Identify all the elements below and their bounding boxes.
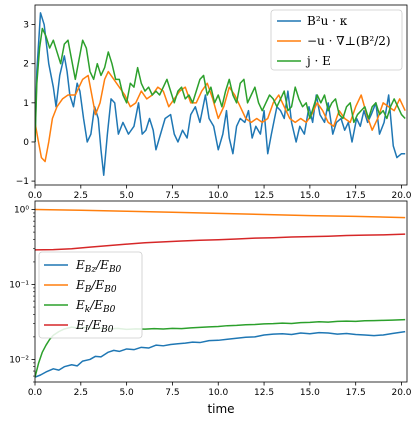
top-ticks: 0.0 2.5 5.0 7.5 10.0 12.5 15.0 17.5 20.0 −1 0 1 2 3 [16,21,412,201]
bottom-x-tick-label: 5.0 [119,388,134,398]
bottom-x-tick-label: 7.5 [165,388,179,398]
bottom-x-tick-label: 15.0 [300,388,320,398]
top-x-tick-label: 2.5 [74,191,88,201]
bottom-legend: EBz/EB0 EB/EB0 Ek/EB0 EI/EB0 [38,251,143,339]
legend-label-j-dot-e: j · E [305,54,331,68]
legend-label-b2u-kappa: B²u · κ [307,14,348,28]
bottom-x-tick-label: 20.0 [391,388,411,398]
top-y-tick-label: 2 [23,60,29,70]
bottom-x-tick-label: 10.0 [208,388,228,398]
top-y-tick-label: −1 [16,177,29,187]
top-series-group [35,12,406,176]
top-x-tick-label: 10.0 [208,191,228,201]
top-series-line-1 [35,70,406,163]
bottom-y-tick-label: 10⁰ [14,206,29,216]
top-series-line-0 [35,12,406,176]
top-y-tick-label: 3 [23,21,29,31]
bottom-x-tick-label: 12.5 [254,388,274,398]
top-legend: B²u · κ −u · ∇⊥(B²/2) j · E [270,9,403,71]
top-y-tick-label: 1 [23,99,29,109]
bottom-legend-box [38,251,143,339]
bottom-ticks: 0.0 2.5 5.0 7.5 10.0 12.5 15.0 17.5 20.0 10⁻² 10⁻¹… [9,206,412,398]
bottom-series-line-3 [35,233,406,251]
top-x-tick-label: 17.5 [346,191,366,201]
legend-label-u-grad-b2: −u · ∇⊥(B²/2) [307,34,391,48]
bottom-y-tick-label: 10⁻¹ [9,280,29,290]
top-x-tick-label: 5.0 [119,191,134,201]
top-axes-frame [34,4,408,186]
x-axis-label: time [207,402,234,416]
bottom-x-tick-label: 17.5 [346,388,366,398]
bottom-x-tick-label: 0.0 [28,388,43,398]
top-series-line-2 [35,27,406,142]
top-x-tick-label: 0.0 [28,191,43,201]
top-x-tick-label: 7.5 [165,191,179,201]
bottom-series-line-0 [35,330,406,378]
bottom-x-tick-label: 2.5 [74,388,88,398]
bottom-series-line-1 [35,208,406,219]
top-legend-box [270,9,403,71]
bottom-y-tick-label: 10⁻² [9,355,29,365]
top-x-tick-label: 15.0 [300,191,320,201]
top-y-tick-label: 0 [23,138,29,148]
top-panel: 0.0 2.5 5.0 7.5 10.0 12.5 15.0 17.5 20.0 −1 0 1 2 3 B… [16,4,412,201]
bottom-panel: 0.0 2.5 5.0 7.5 10.0 12.5 15.0 17.5 20.0 10⁻² 10⁻¹… [9,200,412,416]
top-x-tick-label: 20.0 [391,191,411,201]
top-x-tick-label: 12.5 [254,191,274,201]
